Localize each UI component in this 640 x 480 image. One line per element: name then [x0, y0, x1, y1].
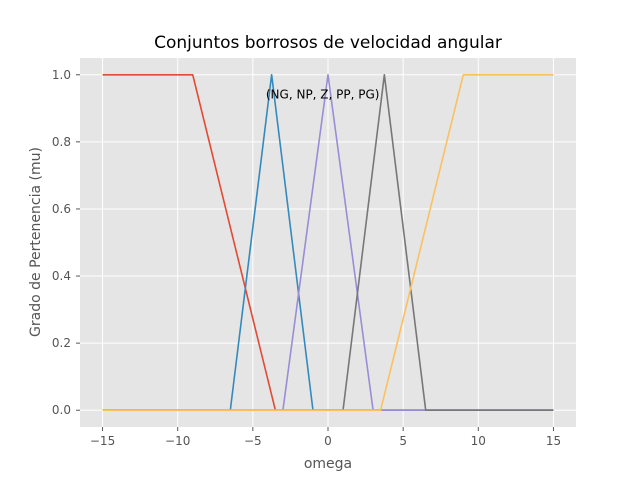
chart-title: Conjuntos borrosos de velocidad angular: [154, 33, 502, 53]
series-group: [102, 73, 554, 412]
x-tick-label: 0: [324, 434, 332, 448]
ticks-group: −15 −10 −5 0 5 10 15 0.0 0.2 0.4 0.6 0.8 1.0: [52, 68, 561, 448]
x-tick-label: 10: [471, 434, 486, 448]
y-axis-label: Grado de Pertenencia (mu): [28, 147, 44, 337]
y-tick-label: 0.6: [52, 202, 71, 216]
x-tick-label: 15: [546, 434, 561, 448]
annotation-label: (NG, NP, Z, PP, PG): [266, 87, 380, 101]
series-line-5: [102, 73, 554, 412]
x-tick-label: −15: [90, 434, 115, 448]
y-tick-label: 0.0: [52, 403, 71, 417]
x-axis-label: omega: [304, 456, 352, 472]
y-tick-label: 0.2: [52, 336, 71, 350]
y-tick-label: 1.0: [52, 68, 71, 82]
x-tick-label: 5: [399, 434, 407, 448]
y-tick-label: 0.8: [52, 135, 71, 149]
y-tick-label: 0.4: [52, 269, 71, 283]
x-tick-label: −5: [244, 434, 262, 448]
x-tick-label: −10: [165, 434, 190, 448]
